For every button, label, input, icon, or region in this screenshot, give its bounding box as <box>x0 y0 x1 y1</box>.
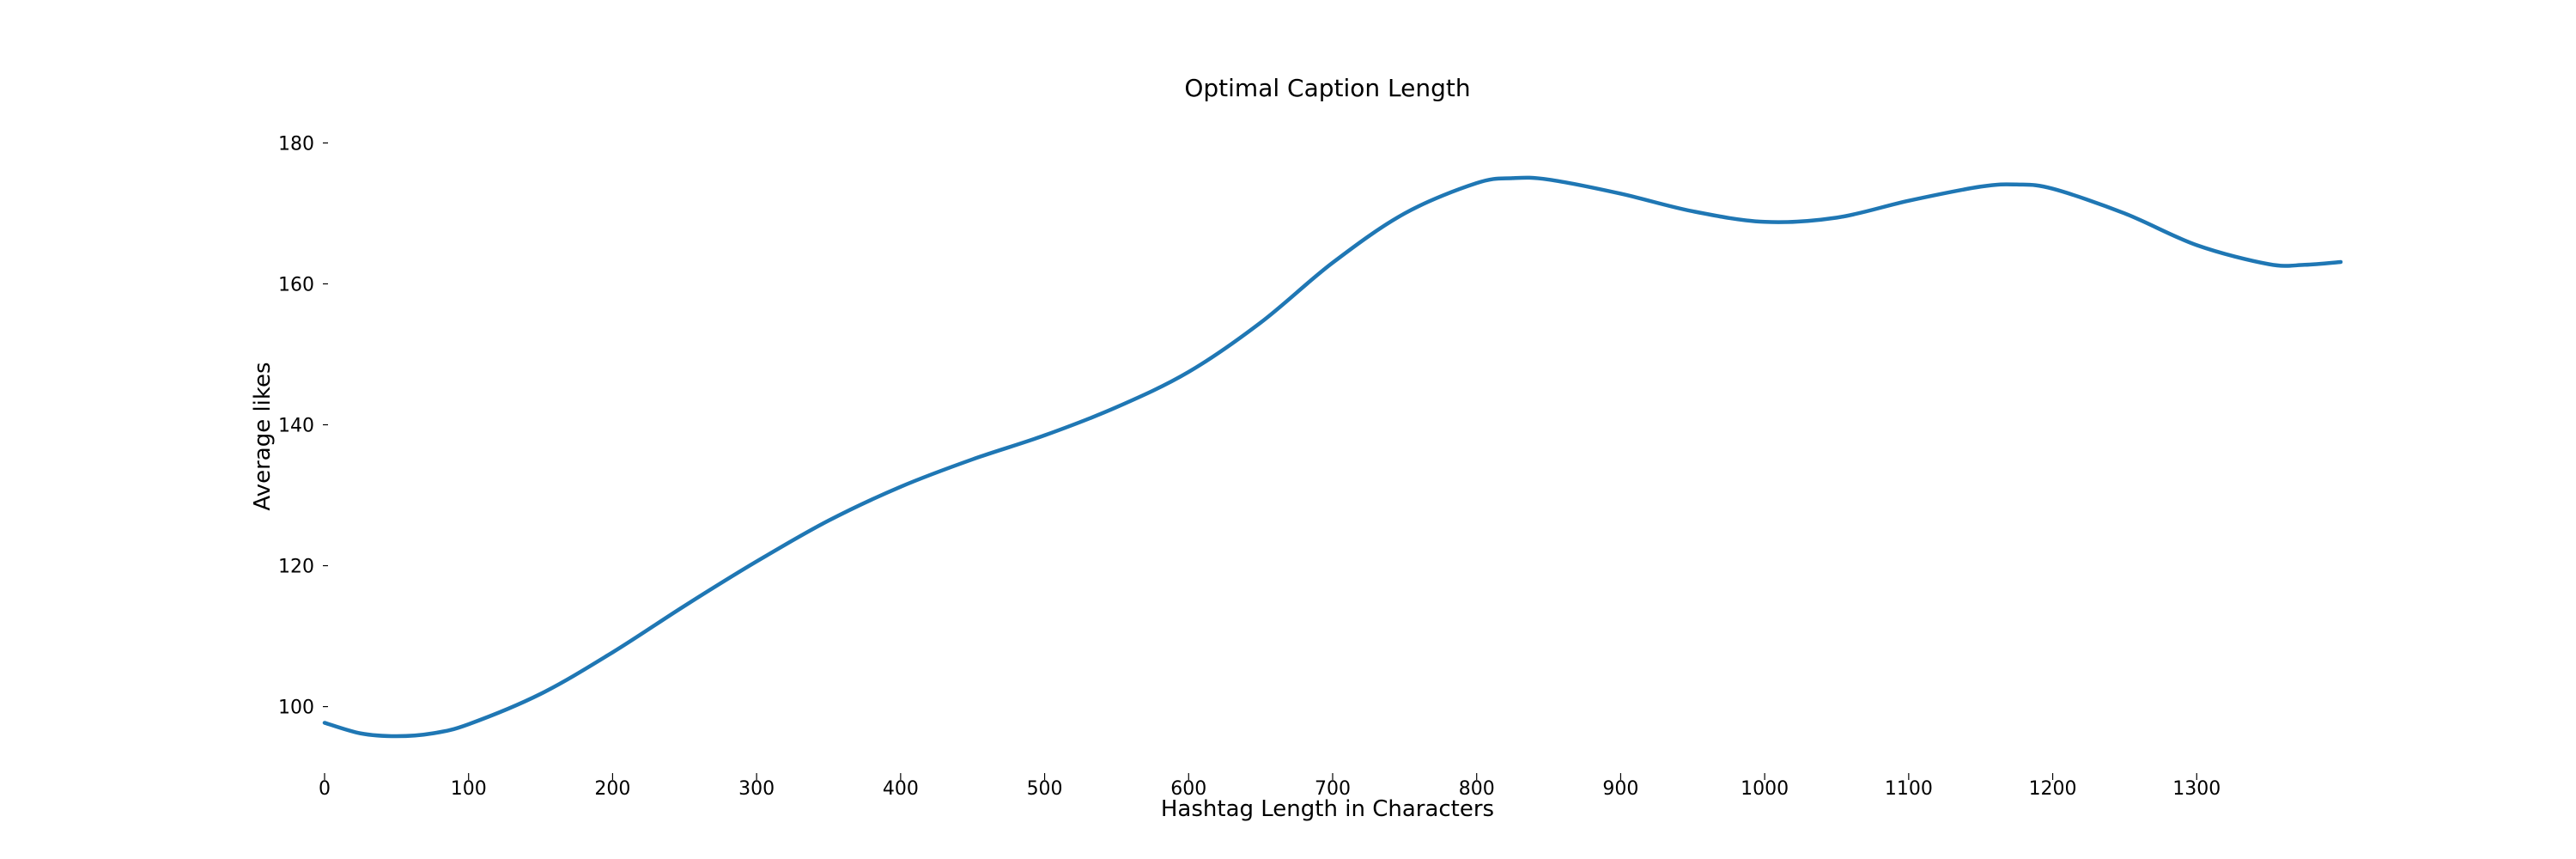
x-axis-ticks: 0 100 200 300 400 500 600 700 800 900 1000 1100 1200… <box>319 773 2221 800</box>
x-tick-label: 1100 <box>1885 778 1933 800</box>
x-tick-label: 1300 <box>2172 778 2221 800</box>
x-tick-label: 800 <box>1459 778 1495 800</box>
series-line <box>322 175 2343 739</box>
x-tick-label: 300 <box>738 778 775 800</box>
x-tick-label: 0 <box>319 778 331 800</box>
x-axis-label: Hashtag Length in Characters <box>1161 796 1494 822</box>
x-tick-label: 100 <box>451 778 487 800</box>
y-tick-label: 120 <box>278 557 314 578</box>
x-tick-label: 500 <box>1027 778 1063 800</box>
x-tick-label: 600 <box>1170 778 1206 800</box>
y-axis-label: Average likes <box>250 362 276 510</box>
x-tick-label: 1000 <box>1741 778 1789 800</box>
chart-title: Optimal Caption Length <box>1184 74 1470 102</box>
y-tick-label: 140 <box>278 415 314 436</box>
x-tick-label: 200 <box>594 778 630 800</box>
y-tick-label: 160 <box>278 274 314 295</box>
y-axis-ticks: 100 120 140 160 180 <box>278 133 328 719</box>
x-tick-label: 1200 <box>2029 778 2077 800</box>
series-group <box>322 175 2343 739</box>
y-tick-label: 100 <box>278 698 314 719</box>
x-tick-label: 700 <box>1315 778 1351 800</box>
x-tick-label: 900 <box>1602 778 1638 800</box>
x-tick-label: 400 <box>883 778 919 800</box>
y-tick-label: 180 <box>278 133 314 155</box>
